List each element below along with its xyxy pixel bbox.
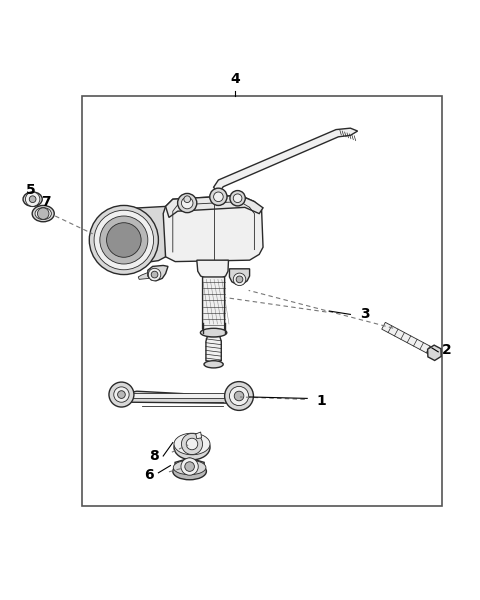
Polygon shape [214, 128, 358, 193]
Polygon shape [196, 432, 202, 439]
Ellipse shape [35, 208, 51, 220]
Circle shape [233, 273, 246, 286]
Text: 3: 3 [360, 307, 370, 322]
Text: 7: 7 [41, 194, 50, 209]
Polygon shape [206, 337, 221, 363]
Circle shape [109, 382, 134, 407]
Text: 6: 6 [144, 468, 154, 482]
Circle shape [151, 271, 158, 278]
Circle shape [225, 382, 253, 410]
Circle shape [210, 188, 227, 205]
Circle shape [214, 192, 223, 202]
Circle shape [148, 268, 161, 281]
Polygon shape [197, 260, 228, 278]
Circle shape [37, 208, 49, 220]
Circle shape [236, 276, 243, 283]
Polygon shape [428, 345, 441, 361]
Ellipse shape [204, 361, 223, 368]
Ellipse shape [174, 433, 210, 455]
Circle shape [100, 216, 148, 264]
Ellipse shape [23, 192, 42, 206]
Polygon shape [166, 196, 263, 217]
Text: 2: 2 [442, 343, 451, 358]
Circle shape [89, 205, 158, 275]
Circle shape [230, 191, 245, 206]
Polygon shape [163, 196, 263, 262]
Ellipse shape [32, 205, 54, 222]
Circle shape [233, 194, 242, 203]
Circle shape [118, 391, 125, 398]
Polygon shape [115, 206, 166, 266]
Text: 4: 4 [230, 72, 240, 86]
Circle shape [229, 386, 249, 406]
Bar [82, 96, 442, 506]
Text: 8: 8 [149, 449, 158, 463]
Polygon shape [175, 458, 204, 475]
Circle shape [29, 196, 36, 203]
Circle shape [94, 210, 154, 270]
Circle shape [186, 438, 198, 450]
Polygon shape [148, 265, 168, 281]
Circle shape [114, 387, 129, 402]
Polygon shape [203, 277, 225, 335]
Text: 5: 5 [26, 182, 36, 197]
Polygon shape [382, 322, 436, 356]
Polygon shape [131, 392, 230, 398]
Text: 1: 1 [317, 394, 326, 408]
Circle shape [181, 197, 193, 209]
Polygon shape [216, 193, 221, 198]
Ellipse shape [200, 328, 227, 337]
Polygon shape [184, 199, 191, 205]
Circle shape [234, 391, 244, 401]
Circle shape [181, 458, 198, 475]
Ellipse shape [173, 460, 206, 475]
Circle shape [181, 433, 203, 455]
Circle shape [25, 192, 40, 206]
Ellipse shape [173, 463, 206, 480]
Circle shape [107, 223, 141, 257]
Circle shape [178, 193, 197, 212]
Polygon shape [115, 389, 250, 403]
Circle shape [184, 196, 191, 203]
Ellipse shape [174, 435, 210, 460]
Circle shape [185, 462, 194, 472]
Polygon shape [229, 269, 250, 284]
Polygon shape [138, 272, 149, 280]
